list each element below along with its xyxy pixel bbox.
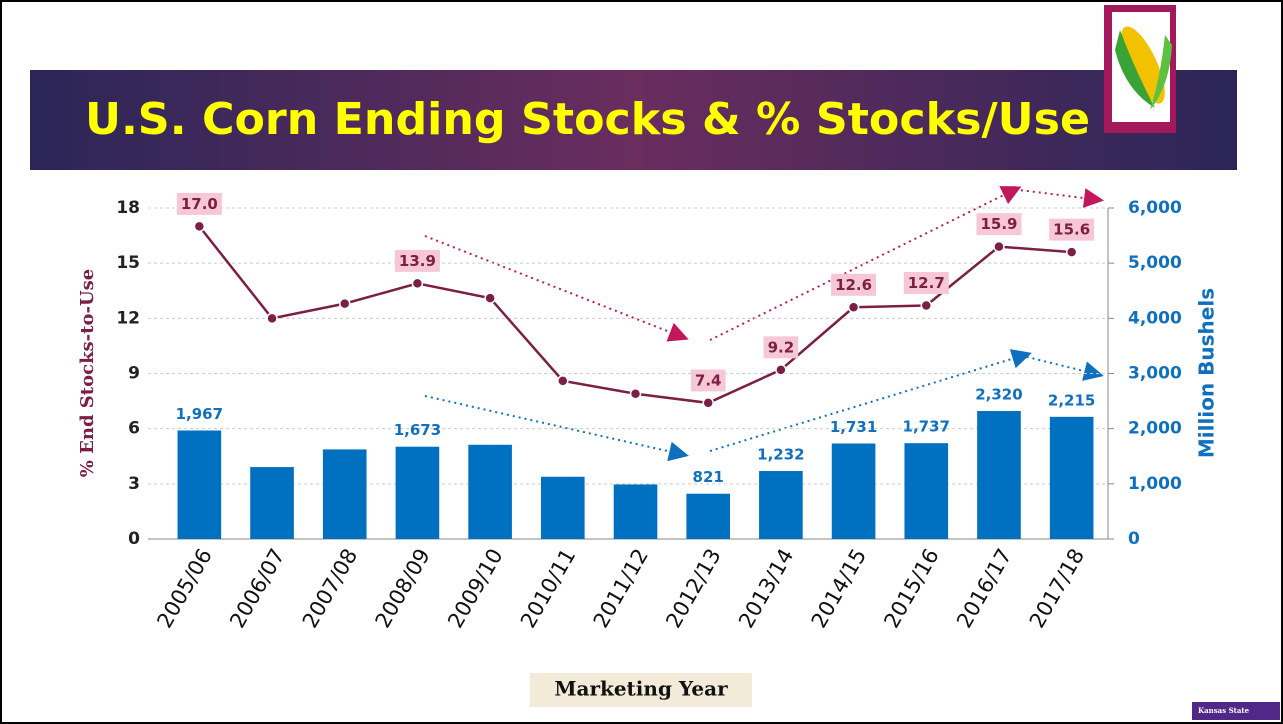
bar-label: 1,737	[903, 418, 950, 436]
bar-label: 2,215	[1048, 391, 1095, 409]
y-tick-label: 0	[128, 529, 140, 549]
line-point	[558, 376, 568, 386]
x-tick-label: 2013/14	[734, 545, 798, 633]
line-label: 17.0	[181, 195, 218, 213]
x-tick-label: 2005/06	[152, 545, 216, 633]
line-label: 7.4	[695, 371, 722, 389]
bar	[323, 449, 367, 539]
bar	[759, 471, 803, 539]
x-tick-label: 2009/10	[443, 545, 507, 633]
y-axis-label: % End Stocks-to-Use	[77, 269, 98, 477]
line-point	[921, 300, 931, 310]
x-tick-label: 2015/16	[879, 545, 943, 633]
bar	[686, 494, 730, 539]
x-tick-label: 2012/13	[661, 545, 725, 633]
x-tick-label: 2011/12	[589, 545, 653, 633]
line-point	[703, 398, 713, 408]
bar	[396, 447, 440, 539]
line	[199, 226, 1071, 403]
y2-tick-label: 0	[1128, 529, 1140, 549]
bar-label: 2,320	[975, 386, 1022, 404]
y2-tick-label: 1,000	[1128, 474, 1182, 494]
line-point	[631, 389, 641, 399]
line-label: 15.9	[980, 215, 1017, 233]
bar	[904, 443, 948, 539]
x-tick-label: 2008/09	[371, 545, 435, 633]
y2-tick-label: 6,000	[1128, 198, 1182, 218]
line-label: 13.9	[399, 252, 436, 270]
chart-title: U.S. Corn Ending Stocks & % Stocks/Use	[85, 94, 1090, 145]
bar-label: 1,967	[176, 405, 223, 423]
y-tick-label: 12	[116, 308, 140, 328]
line-point	[340, 299, 350, 309]
y-tick-label: 18	[116, 198, 140, 218]
bar	[977, 411, 1021, 539]
bar	[1050, 417, 1094, 539]
line-point	[194, 221, 204, 231]
y2-tick-label: 5,000	[1128, 253, 1182, 273]
line-point	[412, 278, 422, 288]
line-point	[994, 242, 1004, 252]
y-tick-label: 15	[116, 253, 140, 273]
y2-tick-label: 2,000	[1128, 419, 1182, 439]
x-tick-label: 2017/18	[1025, 545, 1089, 633]
bar	[614, 484, 658, 539]
y-tick-label: 9	[128, 364, 140, 384]
line-label: 12.6	[835, 276, 872, 294]
x-tick-label: 2007/08	[298, 545, 362, 633]
y2-tick-label: 4,000	[1128, 308, 1182, 328]
logo: Kansas State	[1198, 706, 1250, 715]
x-tick-label: 2006/07	[225, 545, 289, 633]
line-label: 12.7	[908, 274, 945, 292]
bar	[468, 445, 512, 539]
y-tick-label: 6	[128, 419, 140, 439]
slide: U.S. Corn Ending Stocks & % Stocks/Use %…	[0, 0, 1283, 724]
line-point	[776, 365, 786, 375]
line-point	[485, 293, 495, 303]
bar-label: 1,673	[394, 421, 441, 439]
x-tick-label: 2010/11	[516, 545, 580, 633]
bar-label: 821	[693, 468, 724, 486]
bar	[250, 467, 294, 539]
line-label: 9.2	[768, 338, 795, 356]
x-tick-label: 2014/15	[807, 545, 871, 633]
line-label: 15.6	[1053, 221, 1090, 239]
y2-tick-label: 3,000	[1128, 364, 1182, 384]
y2-axis-label: Million Bushels	[1195, 288, 1219, 458]
bar	[832, 444, 876, 539]
line-point	[1067, 247, 1077, 257]
x-tick-label: 2016/17	[952, 545, 1016, 633]
bar-label: 1,232	[757, 446, 804, 464]
y-tick-label: 3	[128, 474, 140, 494]
bar	[541, 477, 585, 539]
corn-icon	[1104, 5, 1176, 133]
line-point	[849, 302, 859, 312]
bar	[178, 430, 222, 539]
bar-label: 1,731	[830, 418, 877, 436]
x-axis-label: Marketing Year	[554, 677, 728, 701]
line-point	[267, 313, 277, 323]
